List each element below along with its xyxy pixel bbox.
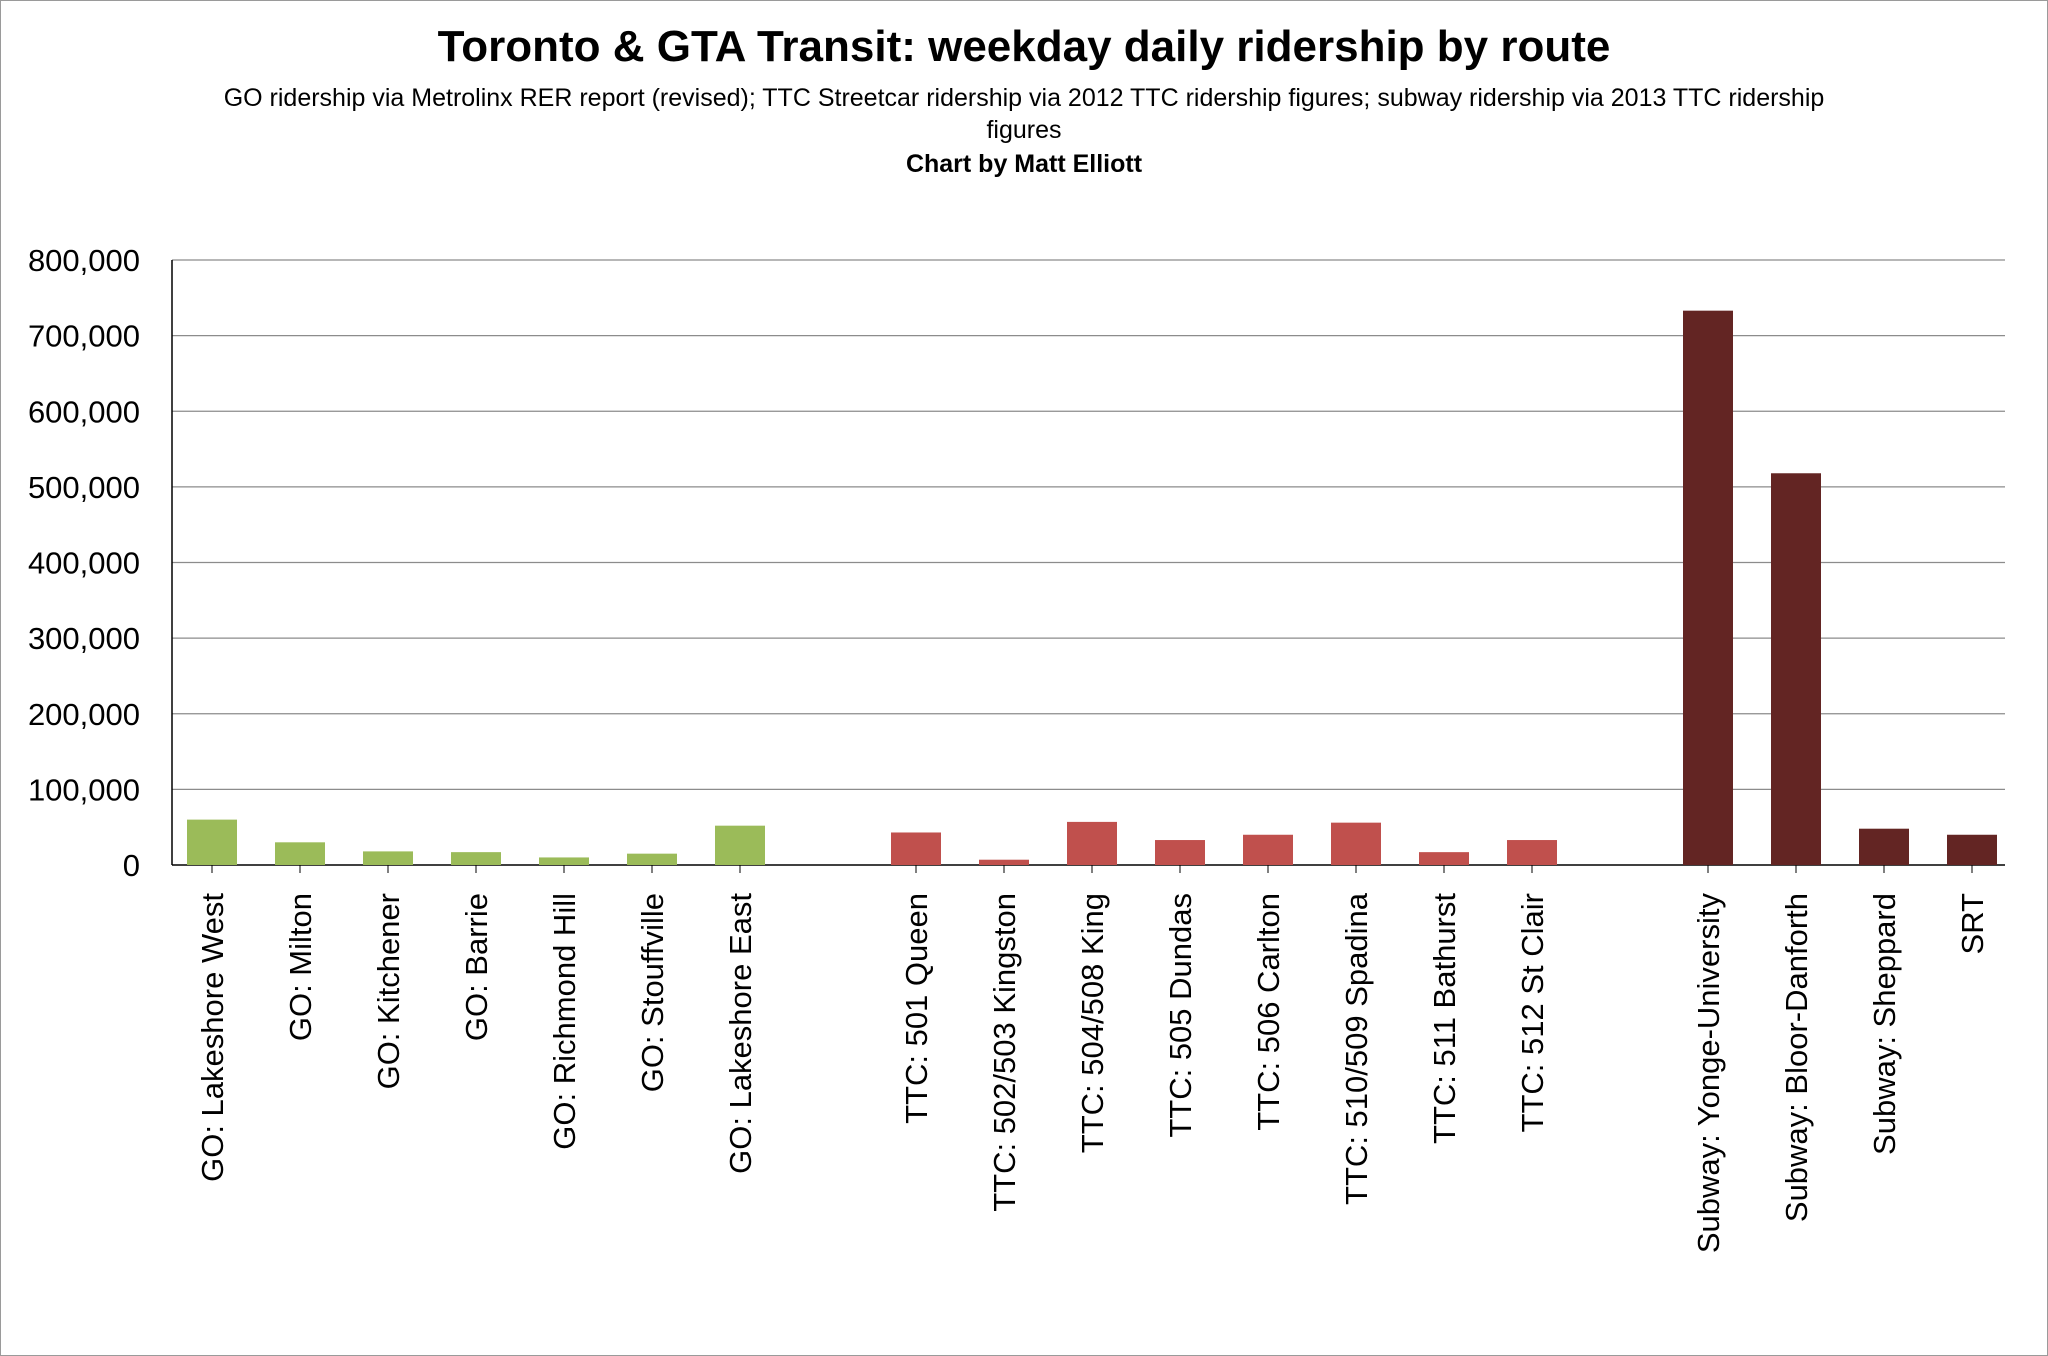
y-tick-label: 800,000 xyxy=(28,243,140,278)
x-tick-label: TTC: 501 Queen xyxy=(899,893,934,1124)
x-tick-label: TTC: 504/508 King xyxy=(1075,893,1110,1153)
y-tick-label: 700,000 xyxy=(28,319,140,354)
bar xyxy=(627,853,677,865)
bar xyxy=(1947,834,1997,865)
bar xyxy=(1419,852,1469,865)
bar xyxy=(979,859,1029,865)
x-tick-label: TTC: 512 St Clair xyxy=(1515,893,1550,1132)
bar xyxy=(1243,834,1293,865)
y-tick-label: 0 xyxy=(123,848,140,883)
y-tick-label: 200,000 xyxy=(28,697,140,732)
bar xyxy=(539,857,589,865)
x-tick-label: SRT xyxy=(1955,893,1990,955)
x-tick-label: GO: Milton xyxy=(283,893,318,1041)
y-tick-label: 600,000 xyxy=(28,394,140,429)
x-tick-label: TTC: 510/509 Spadina xyxy=(1339,892,1374,1205)
bar xyxy=(1771,473,1821,865)
bar xyxy=(363,851,413,865)
bar xyxy=(1507,840,1557,865)
x-tick-label: GO: Richmond Hill xyxy=(547,893,582,1150)
x-tick-label: Subway: Bloor-Danforth xyxy=(1779,893,1814,1222)
y-tick-label: 500,000 xyxy=(28,470,140,505)
x-tick-label: GO: Lakeshore East xyxy=(723,893,758,1174)
y-tick-label: 100,000 xyxy=(28,772,140,807)
x-tick-label: GO: Kitchener xyxy=(371,893,406,1089)
x-tick-label: GO: Lakeshore West xyxy=(195,893,230,1182)
x-tick-label: GO: Stouffville xyxy=(635,893,670,1092)
x-tick-label: Subway: Yonge-University xyxy=(1691,893,1726,1254)
bar xyxy=(1067,821,1117,865)
bar xyxy=(1859,828,1909,865)
bar xyxy=(1331,822,1381,865)
bar xyxy=(1155,840,1205,865)
x-tick-label: GO: Barrie xyxy=(459,893,494,1041)
bar xyxy=(1683,310,1733,865)
x-tick-label: TTC: 506 Carlton xyxy=(1251,893,1286,1131)
bar xyxy=(891,832,941,865)
y-tick-label: 400,000 xyxy=(28,546,140,581)
chart-subtitle: GO ridership via Metrolinx RER report (r… xyxy=(223,84,1825,144)
y-tick-label: 300,000 xyxy=(28,621,140,656)
bar xyxy=(187,819,237,865)
bar xyxy=(275,842,325,865)
x-tick-label: TTC: 502/503 Kingston xyxy=(987,893,1022,1212)
x-tick-label: Subway: Sheppard xyxy=(1867,893,1902,1155)
chart-title: Toronto & GTA Transit: weekday daily rid… xyxy=(437,22,1611,71)
bar xyxy=(715,825,765,865)
x-tick-label: TTC: 511 Bathurst xyxy=(1427,893,1462,1144)
chart-credit: Chart by Matt Elliott xyxy=(905,150,1143,178)
x-tick-label: TTC: 505 Dundas xyxy=(1163,893,1198,1138)
bar xyxy=(451,852,501,865)
